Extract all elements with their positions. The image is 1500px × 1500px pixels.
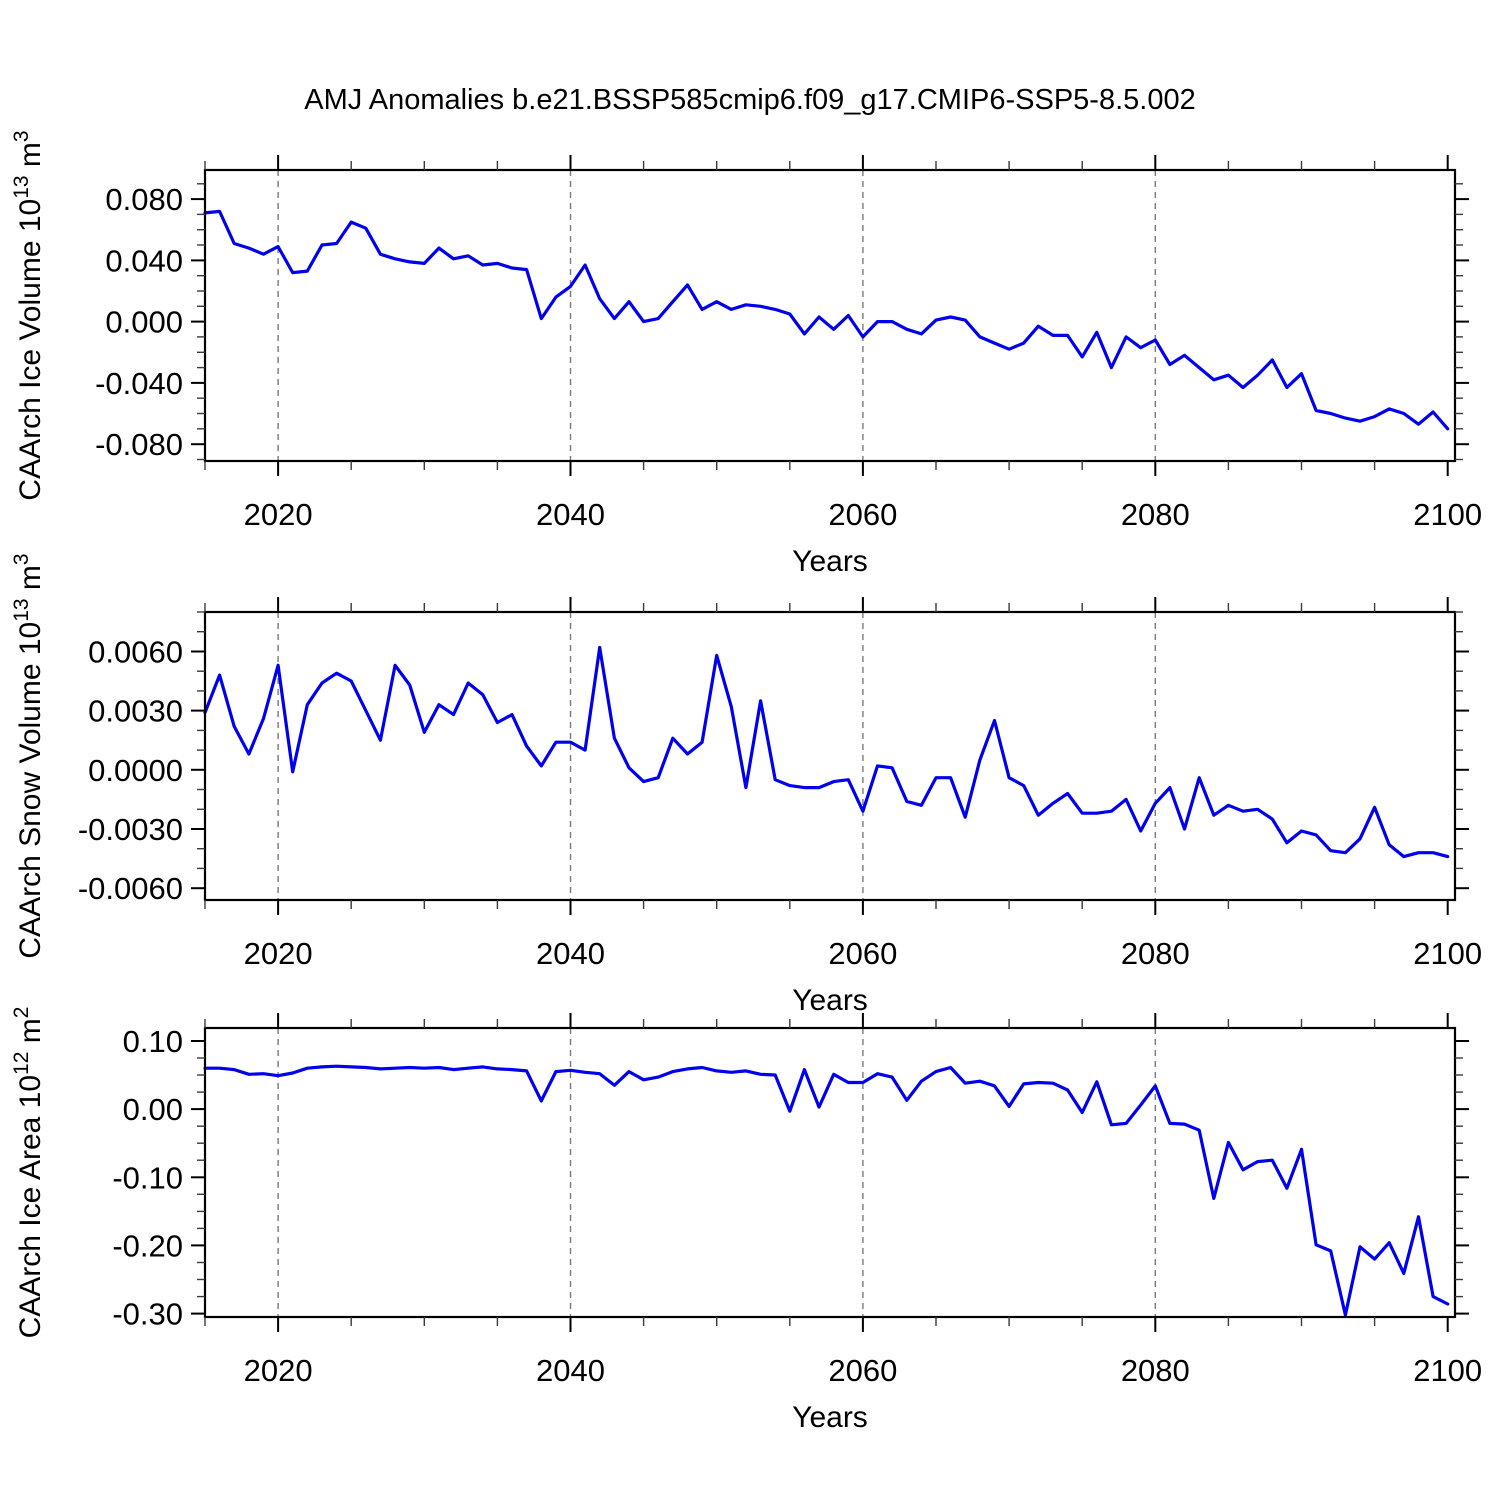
ice-area-x-tick-label: 2080 xyxy=(1121,1353,1190,1388)
snow-volume-gridlines xyxy=(277,612,1157,900)
snow-volume-y-tick-label: -0.0030 xyxy=(78,812,183,847)
ice-area-x-tick-label: 2100 xyxy=(1413,1353,1482,1388)
ice-volume-y-tick-label: -0.040 xyxy=(95,366,183,401)
ice-area-panel: 2020 2040 2060 2080 2100 0.10 0.00 -0.10 -0.20 -0… xyxy=(10,1007,1482,1434)
snow-volume-y-tick-label: 0.0030 xyxy=(88,694,183,729)
figure-title: AMJ Anomalies b.e21.BSSP585cmip6.f09_g17… xyxy=(304,84,1196,116)
snow-volume-x-axis-title: Years xyxy=(792,984,868,1017)
snow-volume-series-line xyxy=(203,645,1450,859)
snow-volume-panel: 2020 2040 2060 2080 2100 0.0060 0.0030 0.0000 -0… xyxy=(10,553,1482,1017)
ice-area-x-tick-label: 2020 xyxy=(244,1353,313,1388)
ice-area-frame xyxy=(203,1026,1457,1319)
ice-area-x-ticks: 2020 2040 2060 2080 2100 xyxy=(204,1013,1482,1388)
snow-volume-x-tick-label: 2040 xyxy=(536,936,605,971)
ice-volume-y-axis-title: CAArch Ice Volume 1013 m3 xyxy=(10,130,47,500)
ice-volume-x-tick-label: 2060 xyxy=(828,497,897,532)
ice-volume-series-line xyxy=(203,209,1450,431)
ice-volume-y-ticks: 0.080 0.040 0.000 -0.040 -0.080 xyxy=(95,182,1469,462)
ice-area-x-tick-label: 2060 xyxy=(828,1353,897,1388)
ice-area-x-axis-title: Years xyxy=(792,1401,868,1434)
ice-area-x-tick-label: 2040 xyxy=(536,1353,605,1388)
ice-area-y-tick-label: -0.30 xyxy=(112,1297,183,1332)
snow-volume-y-tick-label: 0.0000 xyxy=(88,753,183,788)
ice-area-y-tick-label: -0.10 xyxy=(112,1160,183,1195)
snow-volume-y-tick-label: 0.0060 xyxy=(88,635,183,670)
ice-volume-gridlines xyxy=(277,170,1157,461)
ice-area-y-tick-label: -0.20 xyxy=(112,1228,183,1263)
ice-area-y-ticks: 0.10 0.00 -0.10 -0.20 -0.30 xyxy=(112,1024,1469,1332)
ice-volume-y-tick-label: -0.080 xyxy=(95,427,183,462)
snow-volume-y-ticks: 0.0060 0.0030 0.0000 -0.0030 -0.0060 xyxy=(78,611,1469,906)
ice-volume-y-tick-label: 0.000 xyxy=(105,305,183,340)
ice-volume-x-axis-title: Years xyxy=(792,545,868,578)
snow-volume-x-ticks: 2020 2040 2060 2080 2100 xyxy=(204,597,1482,971)
ice-volume-x-tick-label: 2080 xyxy=(1121,497,1190,532)
snow-volume-y-axis-title: CAArch Snow Volume 1013 m3 xyxy=(10,553,47,958)
ice-volume-panel: 2020 2040 2060 2080 2100 0.080 0.040 0.000 -0.04… xyxy=(10,130,1482,578)
ice-volume-x-tick-label: 2040 xyxy=(536,497,605,532)
ice-area-y-axis-title: CAArch Ice Area 1012 m2 xyxy=(10,1007,47,1339)
ice-area-y-tick-label: 0.10 xyxy=(123,1024,183,1059)
ice-volume-y-tick-label: 0.040 xyxy=(105,243,183,278)
ice-volume-x-ticks: 2020 2040 2060 2080 2100 xyxy=(204,155,1482,532)
snow-volume-frame xyxy=(203,610,1457,902)
ice-area-series-line xyxy=(203,1064,1450,1317)
ice-volume-y-tick-label: 0.080 xyxy=(105,182,183,217)
snow-volume-x-tick-label: 2060 xyxy=(828,936,897,971)
ice-volume-x-tick-label: 2100 xyxy=(1413,497,1482,532)
snow-volume-x-tick-label: 2100 xyxy=(1413,936,1482,971)
snow-volume-x-tick-label: 2020 xyxy=(244,936,313,971)
ice-volume-x-tick-label: 2020 xyxy=(244,497,313,532)
ice-volume-frame xyxy=(203,168,1457,463)
snow-volume-y-tick-label: -0.0060 xyxy=(78,871,183,906)
snow-volume-x-tick-label: 2080 xyxy=(1121,936,1190,971)
ice-area-y-tick-label: 0.00 xyxy=(123,1092,183,1127)
